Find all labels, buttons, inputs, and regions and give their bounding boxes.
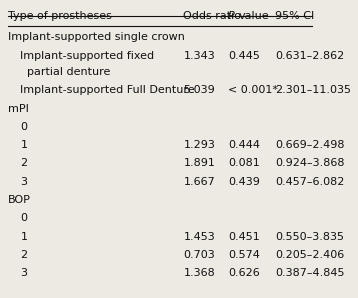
Text: value: value [238,11,269,21]
Text: 1.343: 1.343 [184,51,215,61]
Text: 2.301–11.035: 2.301–11.035 [275,85,351,95]
Text: 2: 2 [20,250,28,260]
Text: 0.081: 0.081 [228,159,260,168]
Text: 1.368: 1.368 [184,268,215,278]
Text: 0.205–2.406: 0.205–2.406 [275,250,344,260]
Text: BOP: BOP [8,195,30,205]
Text: 0.550–3.835: 0.550–3.835 [275,232,344,242]
Text: < 0.001*: < 0.001* [228,85,278,95]
Text: mPI: mPI [8,103,29,114]
Text: 1.453: 1.453 [184,232,215,242]
Text: 0: 0 [20,122,28,132]
Text: partial denture: partial denture [27,67,110,77]
Text: 0.924–3.868: 0.924–3.868 [275,159,345,168]
Text: 0.574: 0.574 [228,250,260,260]
Text: 0.387–4.845: 0.387–4.845 [275,268,345,278]
Text: 1: 1 [20,140,28,150]
Text: 0.439: 0.439 [228,177,260,187]
Text: Odds ratio: Odds ratio [184,11,242,21]
Text: 0.444: 0.444 [228,140,260,150]
Text: 95% CI: 95% CI [275,11,315,21]
Text: 1.891: 1.891 [184,159,216,168]
Text: Implant-supported fixed: Implant-supported fixed [20,51,155,61]
Text: 0: 0 [20,213,28,224]
Text: 1.667: 1.667 [184,177,215,187]
Text: 0.445: 0.445 [228,51,260,61]
Text: 0.631–2.862: 0.631–2.862 [275,51,344,61]
Text: 0.626: 0.626 [228,268,260,278]
Text: 0.669–2.498: 0.669–2.498 [275,140,345,150]
Text: P: P [228,11,234,21]
Text: 0.451: 0.451 [228,232,260,242]
Text: Implant-supported Full Denture: Implant-supported Full Denture [20,85,195,95]
Text: 0.703: 0.703 [184,250,215,260]
Text: 3: 3 [20,268,28,278]
Text: Implant-supported single crown: Implant-supported single crown [8,32,185,42]
Text: 5.039: 5.039 [184,85,215,95]
Text: 3: 3 [20,177,28,187]
Text: Type of prostheses: Type of prostheses [8,11,112,21]
Text: 1: 1 [20,232,28,242]
Text: 2: 2 [20,159,28,168]
Text: 1.293: 1.293 [184,140,216,150]
Text: 0.457–6.082: 0.457–6.082 [275,177,345,187]
